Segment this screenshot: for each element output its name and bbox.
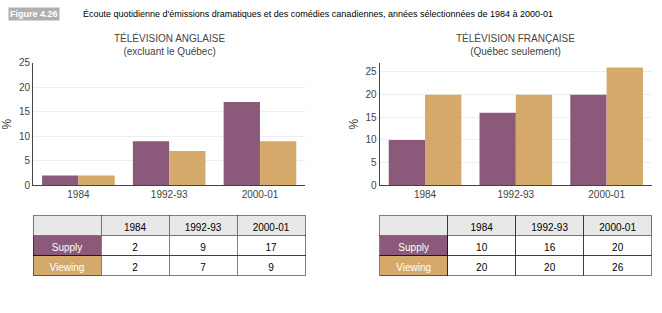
svg-text:1992-93: 1992-93 <box>497 189 534 200</box>
svg-text:20: 20 <box>544 262 556 273</box>
svg-text:1992-93: 1992-93 <box>185 222 222 233</box>
svg-text:2: 2 <box>132 242 138 253</box>
svg-text:2: 2 <box>132 262 138 273</box>
svg-text:%: % <box>347 118 361 129</box>
svg-text:15: 15 <box>19 106 31 117</box>
svg-text:TÉLÉVISION FRANÇAISE(Québec se: TÉLÉVISION FRANÇAISE(Québec seulement) <box>456 32 575 57</box>
svg-text:9: 9 <box>268 262 274 273</box>
svg-text:10: 10 <box>476 242 488 253</box>
svg-text:2000-01: 2000-01 <box>253 222 290 233</box>
svg-text:20: 20 <box>19 82 31 93</box>
svg-text:25: 25 <box>19 57 31 68</box>
svg-text:15: 15 <box>366 112 378 123</box>
svg-text:1984: 1984 <box>124 222 147 233</box>
svg-text:17: 17 <box>265 242 277 253</box>
svg-text:1984: 1984 <box>471 222 494 233</box>
svg-text:2000-01: 2000-01 <box>242 189 279 200</box>
svg-text:5: 5 <box>24 155 30 166</box>
svg-text:1984: 1984 <box>67 189 90 200</box>
svg-text:26: 26 <box>612 262 624 273</box>
svg-text:20: 20 <box>366 89 378 100</box>
svg-text:1992-93: 1992-93 <box>151 189 188 200</box>
svg-text:1984: 1984 <box>414 189 437 200</box>
svg-text:20: 20 <box>476 262 488 273</box>
svg-text:Supply: Supply <box>398 242 429 253</box>
svg-text:1992-93: 1992-93 <box>531 222 568 233</box>
svg-text:2000-01: 2000-01 <box>588 189 625 200</box>
svg-text:7: 7 <box>200 262 206 273</box>
svg-text:%: % <box>0 118 14 129</box>
svg-text:10: 10 <box>366 134 378 145</box>
svg-text:Écoute quotidienne d'émissions: Écoute quotidienne d'émissions dramatiqu… <box>83 9 553 19</box>
svg-text:Viewing: Viewing <box>50 262 85 273</box>
svg-text:0: 0 <box>371 180 377 191</box>
svg-text:10: 10 <box>19 131 31 142</box>
svg-text:9: 9 <box>200 242 206 253</box>
svg-text:TÉLÉVISION ANGLAISE(excluant l: TÉLÉVISION ANGLAISE(excluant le Québec) <box>114 32 225 57</box>
svg-text:2000-01: 2000-01 <box>599 222 636 233</box>
svg-text:0: 0 <box>24 180 30 191</box>
svg-text:Figure 4.26: Figure 4.26 <box>10 9 58 19</box>
svg-text:20: 20 <box>612 242 624 253</box>
svg-text:16: 16 <box>544 242 556 253</box>
svg-text:5: 5 <box>371 157 377 168</box>
svg-text:25: 25 <box>366 66 378 77</box>
svg-text:Supply: Supply <box>52 242 83 253</box>
svg-text:Viewing: Viewing <box>396 262 431 273</box>
